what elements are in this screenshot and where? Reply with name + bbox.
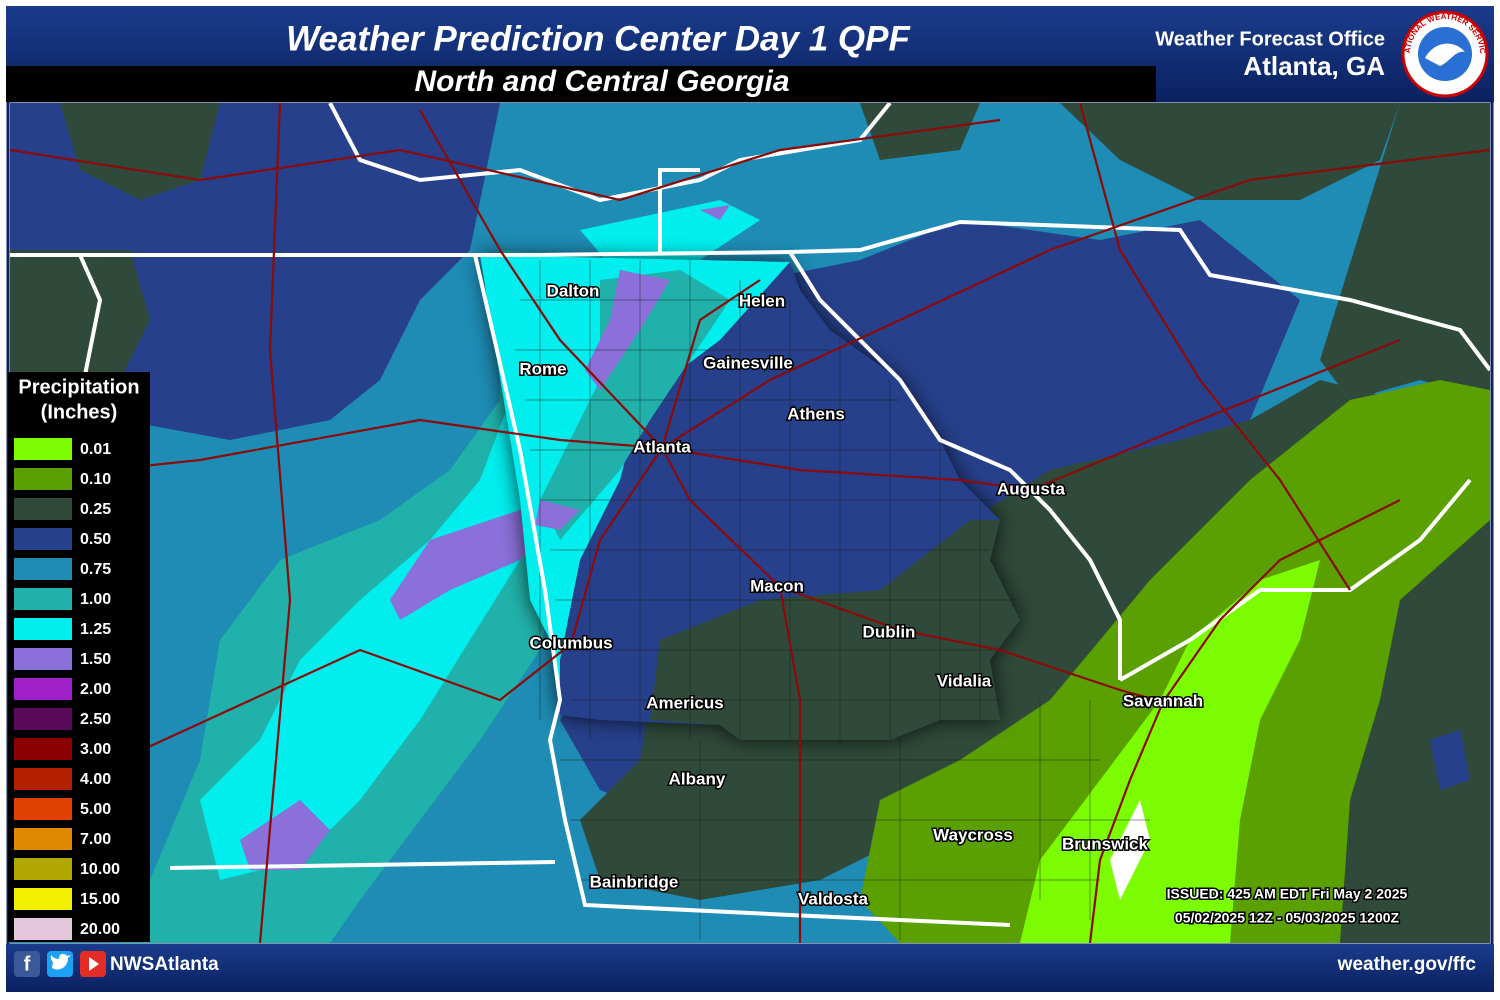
legend-label: 10.00 <box>80 861 120 878</box>
legend-swatch <box>14 768 72 790</box>
legend-swatch <box>14 738 72 760</box>
city-label: Gainesville <box>703 353 793 372</box>
legend-label: 0.50 <box>80 531 111 548</box>
legend-swatch <box>14 498 72 520</box>
legend-swatch <box>14 438 72 460</box>
city-label: Dalton <box>547 281 600 300</box>
website-url: weather.gov/ffc <box>1337 954 1477 975</box>
legend-swatch <box>14 468 72 490</box>
city-label: Vidalia <box>937 671 992 690</box>
beach <box>1110 800 1150 900</box>
precip-area <box>860 380 1490 943</box>
city-label: Augusta <box>997 479 1066 498</box>
city-label: Macon <box>750 576 804 595</box>
legend-title: (Inches) <box>41 401 118 423</box>
city-label: Brunswick <box>1062 834 1149 853</box>
city-label: Athens <box>787 404 845 423</box>
legend-label: 2.00 <box>80 681 111 698</box>
legend-swatch <box>14 588 72 610</box>
city-label: Savannah <box>1123 691 1203 710</box>
legend-label: 0.75 <box>80 561 111 578</box>
legend-swatch <box>14 648 72 670</box>
subtitle-bar <box>6 66 1156 102</box>
legend-label: 15.00 <box>80 891 120 908</box>
legend-label: 20.00 <box>80 921 120 938</box>
city-label: Albany <box>669 769 726 788</box>
issued-time: ISSUED: 425 AM EDT Fri May 2 2025 <box>1167 886 1408 902</box>
precip-area <box>860 103 1400 200</box>
legend-swatch <box>14 858 72 880</box>
state-borders <box>10 103 1490 927</box>
legend-swatch <box>14 708 72 730</box>
city-label: Waycross <box>933 825 1013 844</box>
valid-period: 05/02/2025 12Z - 05/03/2025 1200Z <box>1175 910 1400 926</box>
legend-label: 1.00 <box>80 591 111 608</box>
legend-swatch <box>14 558 72 580</box>
map: Dalton Helen Rome Gainesville Athens Atlanta A… <box>10 103 1490 943</box>
subtitle: North and Central Georgia <box>414 65 789 98</box>
legend-label: 0.10 <box>80 471 111 488</box>
social-icons: f <box>14 951 106 977</box>
precip-area <box>1020 560 1320 943</box>
legend-swatch <box>14 528 72 550</box>
city-label: Bainbridge <box>590 872 679 891</box>
city-label: Rome <box>519 359 566 378</box>
precip-area <box>1430 730 1470 790</box>
office-location: Atlanta, GA <box>1243 51 1385 81</box>
city-label: Valdosta <box>798 889 868 908</box>
footer-bar <box>6 944 1494 992</box>
svg-text:f: f <box>24 953 31 975</box>
legend-swatch <box>14 798 72 820</box>
city-label: Atlanta <box>633 437 691 456</box>
legend-label: 0.01 <box>80 441 111 458</box>
city-label: Helen <box>739 291 785 310</box>
highways <box>10 103 1490 943</box>
cwa-precip <box>540 270 730 540</box>
legend-label: 2.50 <box>80 711 111 728</box>
legend-swatch <box>14 828 72 850</box>
legend-swatch <box>14 918 72 940</box>
legend-label: 4.00 <box>80 771 111 788</box>
legend: Precipitation (Inches) 0.01 0.10 0.25 0.50 0.7… <box>8 372 150 942</box>
legend-label: 5.00 <box>80 801 111 818</box>
legend-label: 1.25 <box>80 621 111 638</box>
legend-swatch <box>14 678 72 700</box>
city-labels: Dalton Helen Rome Gainesville Athens Atlanta A… <box>518 280 1205 910</box>
title: Weather Prediction Center Day 1 QPF <box>286 19 911 58</box>
cwa-precip <box>650 520 1020 740</box>
city-label: Columbus <box>529 633 612 652</box>
social-handle: NWSAtlanta <box>110 954 219 975</box>
office-name: Weather Forecast Office <box>1155 28 1385 50</box>
legend-title: Precipitation <box>18 376 139 398</box>
legend-label: 0.25 <box>80 501 111 518</box>
legend-swatch <box>14 618 72 640</box>
city-label: Americus <box>646 693 723 712</box>
legend-label: 3.00 <box>80 741 111 758</box>
legend-label: 7.00 <box>80 831 111 848</box>
legend-label: 1.50 <box>80 651 111 668</box>
city-label: Dublin <box>863 622 916 641</box>
cwa-precip <box>535 270 670 530</box>
legend-swatch <box>14 888 72 910</box>
